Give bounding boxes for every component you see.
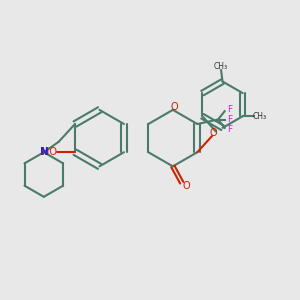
Text: O: O bbox=[210, 128, 218, 138]
Text: F: F bbox=[227, 105, 232, 114]
Text: N: N bbox=[40, 147, 49, 157]
Text: O: O bbox=[170, 102, 178, 112]
Text: O: O bbox=[182, 181, 190, 191]
Text: F: F bbox=[227, 125, 232, 134]
Text: HO: HO bbox=[42, 147, 57, 157]
Text: F: F bbox=[227, 115, 232, 124]
Text: CH₃: CH₃ bbox=[214, 61, 228, 70]
Text: CH₃: CH₃ bbox=[253, 112, 267, 121]
